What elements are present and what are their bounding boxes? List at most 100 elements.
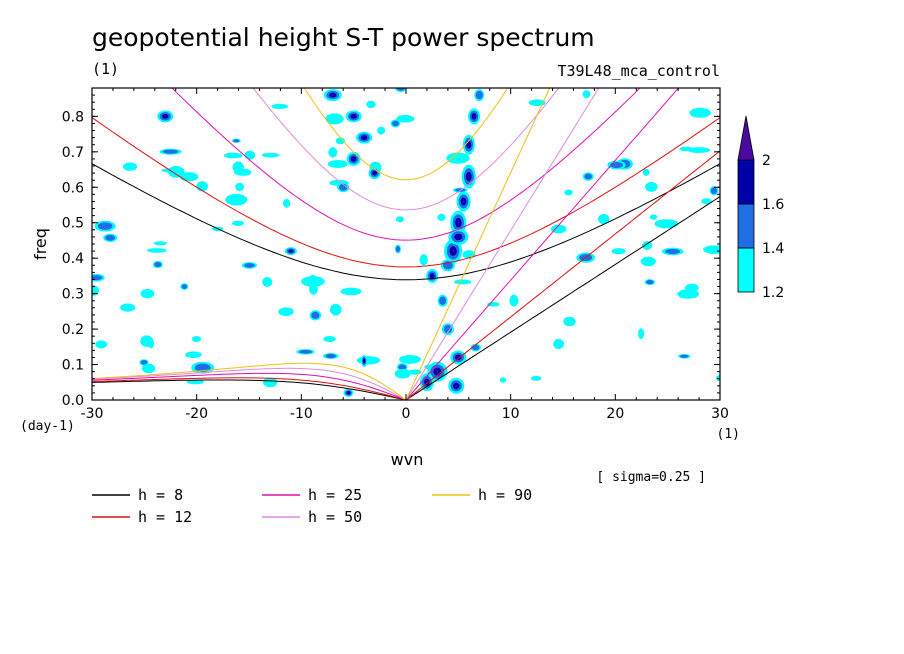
y-tick-label: 0.3: [62, 287, 84, 303]
contour-blob: [642, 168, 650, 176]
contour-blob: [350, 113, 357, 119]
contour-blob: [278, 307, 294, 317]
contour-blob: [710, 187, 718, 195]
contour-blob: [95, 340, 108, 349]
contour-blob: [679, 354, 689, 358]
contour-blob: [466, 140, 472, 149]
colorbar-label: 2: [762, 153, 771, 169]
contour-blob: [677, 289, 700, 299]
legend-label: h = 8: [138, 486, 183, 504]
colorbar-segment: [737, 247, 755, 293]
contour-blob: [147, 248, 167, 253]
contour-blob: [282, 198, 291, 208]
contour-blob: [140, 288, 155, 299]
chart-subtitle-left: (1): [92, 60, 119, 78]
contour-blob: [395, 245, 401, 253]
contour-blob: [638, 328, 645, 340]
contour-blob: [598, 213, 610, 225]
colorbar: 1.2 1.4 1.6 2: [737, 115, 784, 301]
contour-blob: [122, 162, 138, 171]
contour-blob: [553, 338, 565, 350]
contour-blob: [701, 198, 712, 205]
contour-blob: [528, 99, 546, 106]
axis-ticks: -30 -20 -10 0 10 20 30 0.0 0.1 0.2 0.3 0.4 0.5 0.6 0.7…: [62, 88, 729, 422]
dispersion-curve-2-2: [92, 372, 407, 400]
dispersion-curve-1-0: [405, 150, 720, 400]
contour-blob: [325, 353, 337, 359]
spectrum-contours: [92, 88, 720, 397]
contour-blob: [646, 280, 654, 285]
contour-blob: [642, 241, 653, 250]
contour-blob: [263, 377, 278, 388]
contour-blob: [185, 351, 202, 359]
contour-blob: [455, 354, 462, 361]
x-tick-label: 0: [402, 406, 411, 422]
contour-blob: [261, 152, 280, 158]
x-tick-label: -30: [81, 406, 104, 422]
contour-blob: [454, 233, 463, 241]
contour-blob: [328, 147, 338, 158]
contour-blob: [366, 100, 376, 109]
contour-blob: [611, 248, 626, 255]
contour-blob: [437, 213, 446, 221]
contour-blob: [288, 249, 294, 253]
y-tick-label: 0.4: [62, 251, 84, 267]
sigma-note: [ sigma=0.25 ]: [596, 470, 706, 485]
contour-blob: [582, 90, 591, 98]
contour-blob: [162, 113, 169, 119]
dispersion-curve-0-2: [92, 379, 407, 400]
colorbar-label: 1.2: [762, 285, 784, 301]
contour-blob: [356, 356, 381, 365]
y-axis-label: freq: [31, 228, 50, 260]
x-tick-label: 20: [606, 406, 624, 422]
contour-blob: [446, 152, 470, 164]
y-tick-label: 0.6: [62, 180, 84, 196]
contour-blob: [335, 137, 345, 145]
y-tick-label: 0.0: [62, 393, 84, 409]
contour-blob: [398, 364, 407, 370]
dispersion-curve-0-0: [405, 196, 720, 400]
contour-blob: [327, 160, 348, 169]
dispersion-curve-1-1: [92, 117, 720, 268]
contour-blob: [475, 90, 483, 100]
contour-blob: [509, 294, 519, 307]
y-tick-label: 0.8: [62, 109, 84, 125]
legend: h = 8 h = 12 h = 25 h = 50 h = 90: [92, 486, 532, 526]
legend-label: h = 25: [308, 486, 362, 504]
contour-blob: [140, 360, 148, 365]
contour-blob: [350, 156, 357, 162]
contour-blob: [372, 170, 377, 176]
colorbar-label: 1.6: [762, 197, 784, 213]
contour-blob: [311, 311, 320, 319]
colorbar-label: 1.4: [762, 241, 784, 257]
contour-blob: [715, 375, 720, 382]
contour-blob: [654, 219, 679, 229]
dispersion-curve-4-2: [92, 362, 407, 400]
contour-blob: [141, 363, 156, 374]
contour-blob: [530, 375, 542, 381]
contour-blob: [563, 316, 576, 327]
contour-blob: [645, 181, 658, 192]
dispersion-curve-3-1: [252, 88, 560, 211]
x-unit-label: (1): [717, 427, 740, 442]
contour-blob: [689, 107, 711, 118]
contour-blob: [232, 220, 245, 226]
chart-title: geopotential height S-T power spectrum: [92, 23, 595, 52]
legend-label: h = 90: [478, 486, 532, 504]
dispersion-curve-4-1: [303, 88, 509, 181]
contour-blob: [453, 279, 472, 285]
contour-blob: [235, 182, 245, 192]
contour-blob: [392, 120, 400, 127]
contour-blob: [244, 150, 256, 160]
contour-blob: [439, 296, 447, 305]
dispersion-curve-2-1: [171, 88, 641, 241]
contour-blob: [105, 234, 116, 241]
contour-blob: [234, 168, 252, 176]
x-axis-label: wvn: [391, 450, 424, 469]
x-tick-label: -10: [290, 406, 313, 422]
contour-blob: [225, 193, 248, 206]
contour-blob: [584, 173, 593, 180]
x-tick-label: 30: [711, 406, 729, 422]
contour-blob: [181, 284, 188, 289]
